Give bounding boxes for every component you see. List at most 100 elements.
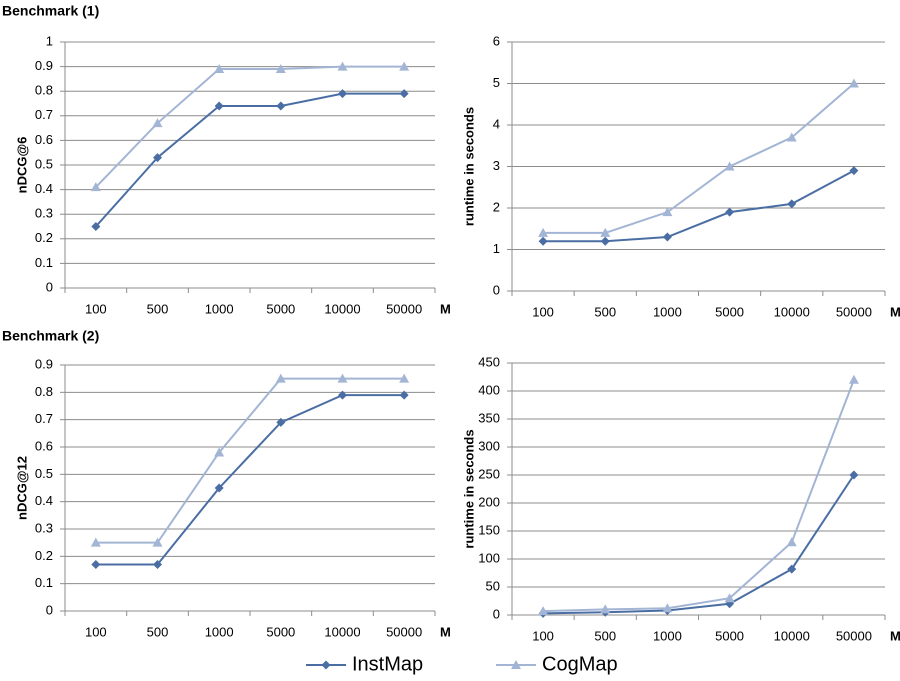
marker (214, 101, 224, 111)
y-tick-label: 0.7 (35, 411, 53, 426)
x-tick-label: 10000 (324, 624, 360, 639)
marker (276, 101, 286, 111)
x-tick-label: 100 (532, 628, 554, 643)
y-tick-label: 1 (493, 241, 500, 256)
y-tick-label: 0.6 (35, 438, 53, 453)
marker (538, 236, 548, 246)
y-tick-label: 5 (493, 75, 500, 90)
y-tick-label: 0.1 (35, 255, 53, 270)
legend-label: InstMap (352, 653, 423, 675)
marker (276, 417, 286, 427)
marker (538, 606, 549, 616)
y-tick-label: 0.5 (35, 156, 53, 171)
y-tick-label: 2 (493, 199, 500, 214)
x-tick-label: 500 (147, 624, 169, 639)
y-tick-label: 100 (478, 550, 500, 565)
y-tick-label: 250 (478, 466, 500, 481)
y-tick-label: 0 (493, 606, 500, 621)
y-tick-label: 1 (46, 33, 53, 48)
marker (91, 560, 101, 570)
marker (662, 603, 673, 613)
marker (321, 660, 331, 670)
x-tick-label: 10000 (774, 628, 810, 643)
y-tick-label: 150 (478, 522, 500, 537)
x-tick-label: 10000 (324, 301, 360, 316)
y-axis-label: runtime in seconds (461, 107, 476, 226)
y-tick-label: 0.9 (35, 58, 53, 73)
y-tick-label: 4 (493, 116, 500, 131)
y-tick-label: 0.5 (35, 466, 53, 481)
series-line (95, 377, 405, 544)
x-tick-label: 100 (85, 301, 107, 316)
y-tick-label: 0.8 (35, 83, 53, 98)
marker (338, 390, 347, 400)
series-line (95, 92, 405, 228)
marker (724, 593, 735, 603)
marker (538, 227, 549, 237)
marker (153, 560, 162, 570)
y-tick-label: 0.2 (35, 548, 53, 563)
y-tick-label: 0 (46, 279, 53, 294)
marker (600, 604, 611, 614)
marker (337, 373, 348, 383)
series-line (543, 82, 855, 234)
marker (399, 61, 410, 71)
x-tick-label: 5000 (715, 304, 744, 319)
legend-label: CogMap (542, 653, 618, 675)
x-tick-label: 1000 (653, 628, 682, 643)
marker (90, 537, 101, 547)
y-tick-label: 0.4 (35, 181, 53, 196)
marker (275, 373, 286, 383)
marker (275, 64, 286, 74)
y-axis-label: nDCG@6 (14, 137, 29, 194)
y-tick-label: 0.2 (35, 230, 53, 245)
marker (214, 447, 225, 457)
y-tick-label: 0.4 (35, 493, 53, 508)
series-line (95, 394, 405, 566)
marker (152, 118, 163, 128)
x-tick-label: 1000 (205, 301, 234, 316)
y-tick-label: 0 (493, 282, 500, 297)
series-line (95, 65, 405, 188)
x-tick-label: 5000 (715, 628, 744, 643)
marker (399, 89, 409, 99)
marker (338, 89, 347, 99)
marker (848, 78, 859, 88)
x-axis-label: M (890, 628, 900, 643)
y-tick-label: 350 (478, 410, 500, 425)
x-tick-label: 5000 (266, 301, 295, 316)
x-tick-label: 50000 (386, 624, 422, 639)
section-title: Benchmark (2) (2, 328, 99, 344)
marker (337, 61, 348, 71)
y-tick-label: 0.8 (35, 384, 53, 399)
marker (214, 483, 224, 493)
section-title: Benchmark (1) (2, 3, 99, 19)
marker (214, 64, 225, 74)
y-tick-label: 0.7 (35, 107, 53, 122)
y-tick-label: 0.3 (35, 206, 53, 221)
marker (90, 182, 101, 192)
marker (600, 227, 611, 237)
marker (786, 132, 797, 142)
x-tick-label: 500 (594, 628, 616, 643)
y-tick-label: 450 (478, 354, 500, 369)
marker (849, 470, 859, 480)
y-tick-label: 0.9 (35, 356, 53, 371)
y-tick-label: 0.3 (35, 520, 53, 535)
marker (787, 564, 797, 574)
marker (787, 199, 797, 209)
x-tick-label: 50000 (836, 628, 872, 643)
marker (786, 537, 797, 547)
y-tick-label: 3 (493, 158, 500, 173)
y-axis-label: runtime in seconds (461, 429, 476, 548)
x-axis-label: M (890, 304, 900, 319)
marker (724, 161, 735, 171)
marker (849, 166, 859, 176)
series-line (543, 169, 855, 243)
marker (91, 222, 101, 231)
y-tick-label: 300 (478, 438, 500, 453)
x-tick-label: 1000 (653, 304, 682, 319)
marker (662, 207, 673, 217)
y-tick-label: 6 (493, 33, 500, 48)
